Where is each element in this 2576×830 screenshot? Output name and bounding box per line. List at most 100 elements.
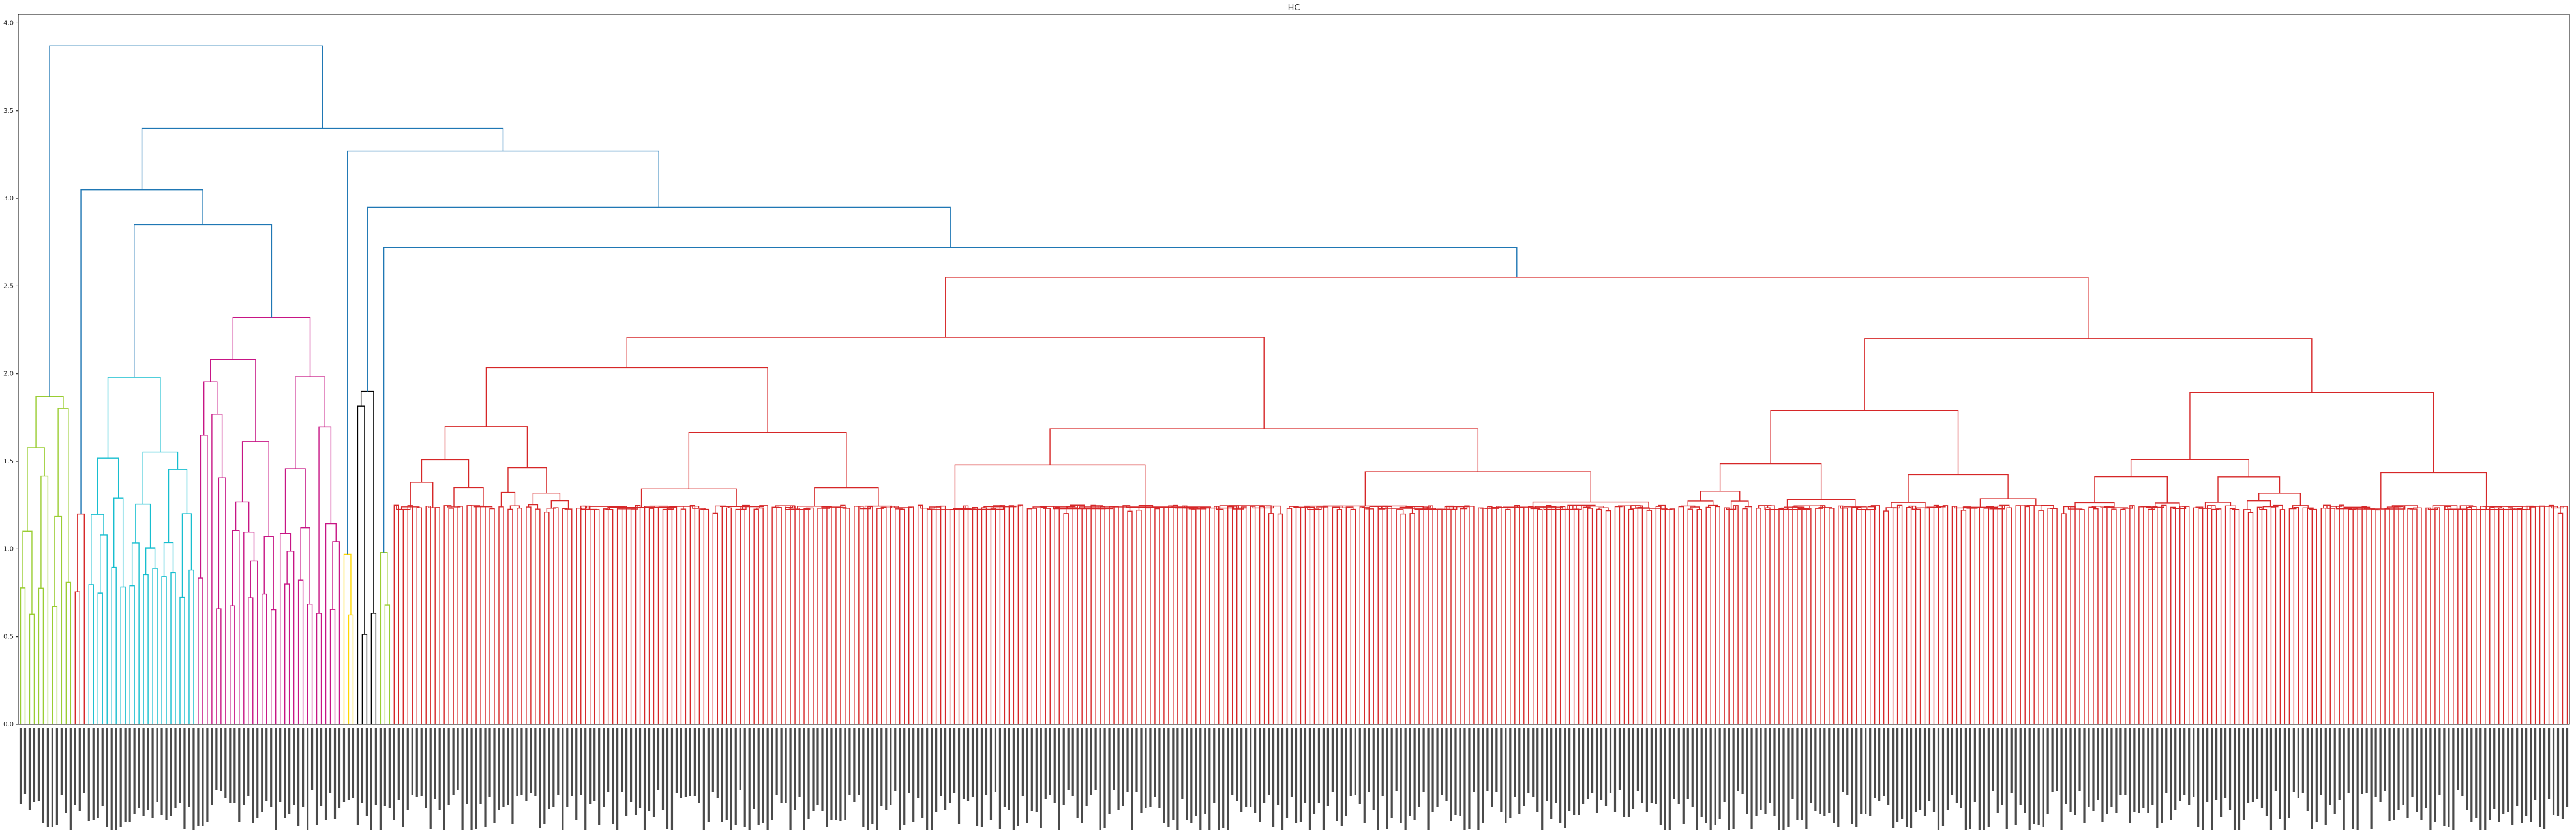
- dendrogram-link: [701, 508, 710, 724]
- leaf-label: [957, 728, 961, 824]
- leaf-label: [1245, 728, 1248, 807]
- dendrogram-link: [963, 505, 969, 724]
- leaf-label: [202, 728, 204, 826]
- leaf-label: [1600, 728, 1603, 800]
- leaf-label: [2183, 728, 2186, 795]
- leaf-label: [2470, 728, 2473, 822]
- dendrogram-link: [498, 506, 504, 724]
- dendrogram-link: [1039, 506, 1068, 508]
- leaf-label: [1276, 728, 1280, 805]
- leaf-label: [192, 728, 195, 830]
- dendrogram-link: [80, 189, 203, 514]
- leaf-label: [794, 728, 796, 810]
- leaf-label: [256, 728, 259, 818]
- leaf-label: [1700, 728, 1703, 817]
- leaf-label: [275, 728, 277, 830]
- dendrogram-link: [1820, 505, 1825, 724]
- dendrogram-link: [347, 150, 659, 555]
- leaf-label: [1874, 728, 1876, 798]
- leaf-label: [1285, 728, 1289, 818]
- dendrogram-link: [2348, 508, 2356, 724]
- dendrogram-link: [343, 553, 352, 724]
- dendrogram-link: [2049, 508, 2058, 724]
- dendrogram-link: [1635, 505, 1650, 511]
- dendrogram-link: [2352, 508, 2358, 724]
- dendrogram-link: [2391, 505, 2418, 508]
- leaf-label: [931, 728, 933, 830]
- leaf-label: [1413, 728, 1416, 820]
- dendrogram-link: [1770, 410, 1959, 475]
- leaf-label: [921, 728, 924, 818]
- dendrogram-link: [917, 504, 923, 724]
- leaf-label: [1135, 728, 1138, 792]
- leaf-label: [684, 728, 687, 797]
- leaf-label: [575, 728, 578, 820]
- leaf-label: [1860, 728, 1863, 814]
- leaf-label: [42, 728, 45, 823]
- dendrogram-link: [407, 505, 413, 724]
- leaf-label: [871, 728, 874, 824]
- leaf-label: [1541, 728, 1544, 830]
- dendrogram-link: [1614, 506, 1623, 724]
- leaf-label: [2156, 728, 2159, 828]
- leaf-label: [46, 728, 50, 827]
- leaf-label: [2324, 728, 2327, 825]
- leaf-label: [862, 728, 865, 827]
- leaf-label: [1855, 728, 1858, 827]
- dendrogram-link: [2015, 505, 2021, 724]
- leaf-label: [1923, 728, 1926, 816]
- leaf-label: [1436, 728, 1439, 807]
- leaf-label: [643, 728, 646, 830]
- dendrogram-link: [1658, 504, 1666, 724]
- leaf-label: [479, 728, 482, 804]
- leaf-label: [498, 728, 500, 810]
- leaf-label: [890, 728, 892, 805]
- dendrogram-link: [370, 613, 377, 724]
- leaf-label: [711, 728, 714, 792]
- dendrogram-link: [1063, 513, 1069, 724]
- dendrogram-link: [945, 277, 2089, 339]
- leaf-label: [415, 728, 418, 797]
- dendrogram-link: [235, 501, 250, 532]
- dendrogram-link: [129, 585, 135, 724]
- dendrogram-link: [360, 390, 374, 613]
- dendrogram-link: [669, 506, 678, 724]
- leaf-label: [1181, 728, 1184, 799]
- leaf-label: [302, 728, 305, 807]
- dendrogram-link: [1332, 506, 1340, 724]
- leaf-label: [1427, 728, 1430, 830]
- leaf-label: [826, 728, 828, 827]
- leaf-label: [2265, 728, 2268, 816]
- leaf-label: [880, 728, 883, 806]
- leaf-label: [1040, 728, 1042, 828]
- dendrogram-link: [1173, 504, 1178, 724]
- dendrogram-link: [1767, 505, 1775, 724]
- leaf-label: [484, 728, 487, 827]
- leaf-label: [470, 728, 473, 830]
- dendrogram-link: [990, 508, 996, 724]
- dendrogram-link: [894, 506, 912, 508]
- dendrogram-link: [1409, 513, 1415, 724]
- leaf-label: [2384, 728, 2386, 791]
- leaf-label: [1714, 728, 1716, 825]
- leaf-label: [2416, 728, 2418, 812]
- leaf-label: [1828, 728, 1831, 813]
- dendrogram-link: [457, 506, 463, 724]
- dendrogram-link: [2444, 505, 2528, 510]
- leaf-label: [2197, 728, 2200, 827]
- dendrogram-link: [580, 505, 586, 724]
- dendrogram-link: [1605, 510, 1611, 724]
- leaf-label: [1682, 728, 1685, 824]
- dendrogram-link: [163, 542, 174, 577]
- leaf-label: [2097, 728, 2099, 800]
- leaf-label: [1677, 728, 1680, 804]
- leaf-label: [1099, 728, 1101, 830]
- dendrogram-link: [2204, 502, 2232, 509]
- leaf-label: [138, 728, 140, 808]
- dendrogram-link: [2356, 505, 2406, 510]
- leaf-label: [1418, 728, 1420, 807]
- dendrogram-link: [2063, 506, 2074, 514]
- dendrogram-link: [203, 381, 218, 435]
- dendrogram-link: [1690, 506, 1700, 510]
- leaf-label: [1459, 728, 1461, 816]
